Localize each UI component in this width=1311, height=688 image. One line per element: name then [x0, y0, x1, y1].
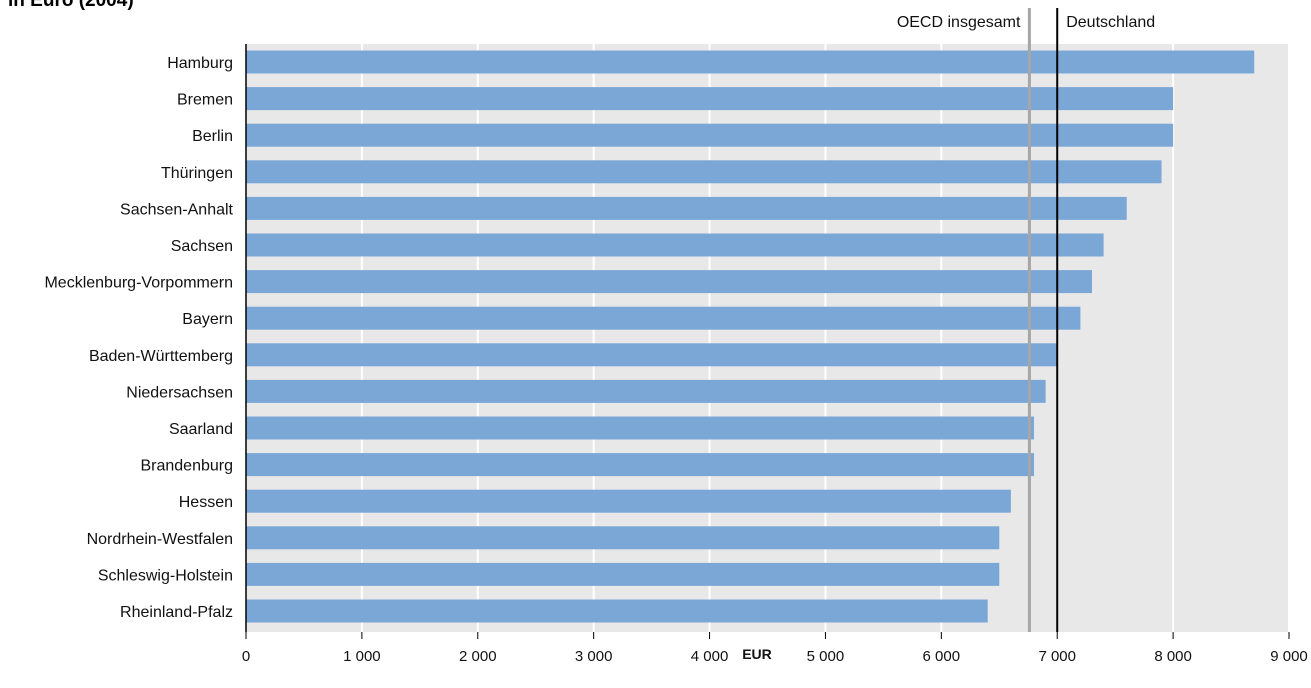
- x-tick-label: 4 000: [691, 648, 729, 665]
- bar: [246, 489, 1011, 513]
- category-label: Brandenburg: [140, 458, 233, 475]
- category-label: Nordrhein-Westfalen: [87, 531, 233, 548]
- x-tick-label: 6 000: [923, 648, 961, 665]
- bar: [246, 453, 1035, 477]
- bar: [246, 87, 1174, 111]
- category-label: Hamburg: [167, 55, 233, 72]
- reference-lines: OECD insgesamt Deutschland: [897, 8, 1155, 632]
- category-label: Mecklenburg-Vorpommern: [44, 275, 233, 292]
- x-tick-label: 3 000: [575, 648, 613, 665]
- x-tick-label: 8 000: [1154, 648, 1192, 665]
- bar: [246, 196, 1127, 220]
- x-tick-label: 5 000: [807, 648, 845, 665]
- bar: [246, 416, 1035, 440]
- x-tick-label: 2 000: [459, 648, 497, 665]
- bar: [246, 160, 1162, 184]
- category-label: Bremen: [177, 92, 233, 109]
- reference-line-label: Deutschland: [1066, 14, 1155, 31]
- bar: [246, 233, 1104, 257]
- bar: [246, 270, 1092, 294]
- category-label: Saarland: [169, 421, 233, 438]
- category-label: Hessen: [179, 494, 233, 511]
- bar: [246, 379, 1046, 403]
- bar: [246, 599, 988, 623]
- x-tick-label: 0: [242, 648, 250, 665]
- category-labels: Hamburg Bremen Berlin Thüringen Sachsen-Anha…: [44, 55, 233, 621]
- category-label: Thüringen: [161, 165, 233, 182]
- category-label: Baden-Württemberg: [89, 348, 233, 365]
- bar: [246, 562, 1000, 586]
- category-label: Niedersachsen: [126, 384, 233, 401]
- x-tick-label: 9 000: [1270, 648, 1308, 665]
- category-label: Sachsen: [171, 238, 233, 255]
- bar: [246, 306, 1081, 330]
- category-label: Bayern: [182, 311, 233, 328]
- x-tick-label: 7 000: [1038, 648, 1076, 665]
- bar: [246, 50, 1255, 74]
- bar: [246, 343, 1058, 367]
- category-label: Schleswig-Holstein: [98, 567, 233, 584]
- bar: [246, 123, 1174, 147]
- chart-title: in Euro (2004): [8, 0, 134, 11]
- x-axis-title: EUR: [742, 646, 772, 662]
- category-label: Rheinland-Pfalz: [120, 604, 233, 621]
- bar: [246, 526, 1000, 550]
- category-label: Berlin: [192, 128, 233, 145]
- bars: [246, 50, 1255, 623]
- x-axis-ticks: 0 1 000 2 000 3 000 4 000 5 000 6 000 7 000 8 00…: [242, 632, 1308, 665]
- category-label: Sachsen-Anhalt: [120, 201, 234, 218]
- reference-line-label: OECD insgesamt: [897, 14, 1021, 31]
- x-tick-label: 1 000: [343, 648, 381, 665]
